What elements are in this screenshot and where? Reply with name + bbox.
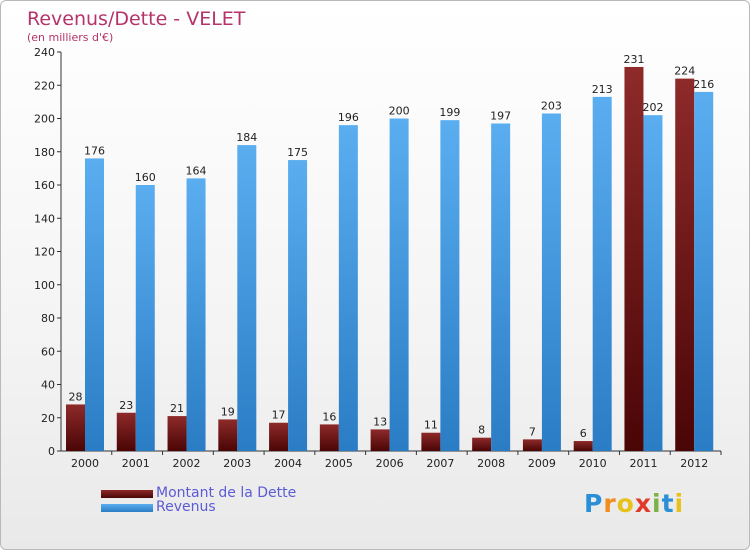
value-label-debt: 23 xyxy=(119,399,133,412)
bar-revenue xyxy=(389,118,409,451)
value-label-revenue: 184 xyxy=(236,131,257,144)
x-tick-label: 2006 xyxy=(376,457,404,470)
bar-debt xyxy=(472,437,492,451)
value-label-revenue: 213 xyxy=(592,83,613,96)
y-tick-label: 240 xyxy=(34,46,55,59)
value-label-revenue: 200 xyxy=(389,105,410,118)
x-tick-label: 2009 xyxy=(528,457,556,470)
y-tick-label: 140 xyxy=(34,212,55,225)
bar-revenue xyxy=(440,120,460,451)
y-tick-label: 200 xyxy=(34,113,55,126)
value-label-debt: 28 xyxy=(69,390,83,403)
value-label-debt: 8 xyxy=(478,424,485,437)
bar-debt xyxy=(167,416,187,451)
bar-revenue xyxy=(338,125,358,452)
bar-revenue xyxy=(592,96,612,451)
bar-debt xyxy=(370,429,390,451)
value-label-revenue: 160 xyxy=(135,171,156,184)
proxiti-logo: Proxiti xyxy=(584,489,684,518)
legend-swatch-debt xyxy=(101,490,153,498)
bar-revenue xyxy=(237,145,257,451)
x-tick-label: 2010 xyxy=(579,457,607,470)
value-label-debt: 224 xyxy=(674,65,695,78)
bar-debt xyxy=(522,439,542,451)
y-tick-label: 40 xyxy=(41,379,55,392)
x-tick-label: 2002 xyxy=(173,457,201,470)
bar-debt xyxy=(573,441,593,451)
x-tick-label: 2008 xyxy=(477,457,505,470)
bars xyxy=(66,66,714,452)
value-label-debt: 17 xyxy=(272,409,286,422)
bar-debt xyxy=(675,78,695,451)
x-tick-label: 2005 xyxy=(325,457,353,470)
bar-revenue xyxy=(135,185,155,451)
value-label-debt: 11 xyxy=(424,419,438,432)
bar-debt xyxy=(218,419,238,451)
value-label-revenue: 196 xyxy=(338,111,359,124)
logo-letter: P xyxy=(584,489,604,518)
legend-label-revenue: Revenus xyxy=(156,499,216,515)
logo-letter: r xyxy=(603,489,617,518)
x-tick-label: 2011 xyxy=(629,457,657,470)
value-label-debt: 7 xyxy=(529,425,536,438)
legend-swatch-revenue xyxy=(101,504,153,512)
y-tick-label: 120 xyxy=(34,246,55,259)
bar-revenue xyxy=(186,178,206,451)
bar-revenue xyxy=(541,113,561,451)
value-label-revenue: 164 xyxy=(186,164,207,177)
logo-letter: t xyxy=(661,489,675,518)
x-tick-label: 2004 xyxy=(274,457,302,470)
y-tick-label: 100 xyxy=(34,279,55,292)
value-label-debt: 6 xyxy=(580,427,587,440)
value-label-revenue: 202 xyxy=(642,101,663,114)
value-label-debt: 16 xyxy=(322,410,336,423)
value-label-revenue: 199 xyxy=(439,106,460,119)
bar-debt xyxy=(66,404,85,451)
x-tick-label: 2001 xyxy=(122,457,150,470)
x-tick-label: 2012 xyxy=(680,457,708,470)
x-tick-label: 2000 xyxy=(71,457,99,470)
value-label-revenue: 176 xyxy=(84,144,105,157)
chart-title: Revenus/Dette - VELET xyxy=(27,8,246,30)
logo-letter: x xyxy=(634,489,652,518)
y-tick-label: 20 xyxy=(41,412,55,425)
x-tick-label: 2007 xyxy=(426,457,454,470)
bar-revenue xyxy=(491,123,511,452)
x-tick-label: 2003 xyxy=(223,457,251,470)
y-tick-label: 80 xyxy=(41,312,55,325)
value-labels: 28 176 23 160 21 164 19 184 17 175 16 196 13 200 11 199… xyxy=(69,53,715,440)
value-label-debt: 13 xyxy=(373,415,387,428)
value-label-revenue: 175 xyxy=(287,146,308,159)
y-tick-label: 180 xyxy=(34,146,55,159)
bar-revenue xyxy=(643,115,663,452)
y-tick-label: 60 xyxy=(41,345,55,358)
bar-debt xyxy=(116,412,136,451)
bar-revenue xyxy=(694,91,714,452)
logo-letter: i xyxy=(652,489,662,518)
bar-revenue xyxy=(288,160,308,451)
value-label-revenue: 197 xyxy=(490,109,511,122)
axes: 0 20 40 60 80 100 120 140 160 180 200 220 240 2000 200… xyxy=(34,46,722,470)
value-label-debt: 231 xyxy=(623,53,644,66)
logo-letter: i xyxy=(674,489,685,518)
value-label-debt: 21 xyxy=(170,402,184,415)
y-tick-label: 0 xyxy=(48,445,55,458)
y-tick-label: 220 xyxy=(34,79,55,92)
bar-debt xyxy=(269,422,289,451)
value-label-revenue: 203 xyxy=(541,100,562,113)
bar-debt xyxy=(624,66,644,452)
legend-label-debt: Montant de la Dette xyxy=(156,485,297,501)
bar-debt xyxy=(319,424,339,451)
bar-debt xyxy=(421,432,441,451)
y-tick-label: 160 xyxy=(34,179,55,192)
value-label-revenue: 216 xyxy=(693,78,714,91)
value-label-debt: 19 xyxy=(221,405,235,418)
logo-letter: o xyxy=(616,489,635,518)
bar-revenue xyxy=(85,158,104,451)
chart-subtitle: (en milliers d'€) xyxy=(27,31,113,44)
